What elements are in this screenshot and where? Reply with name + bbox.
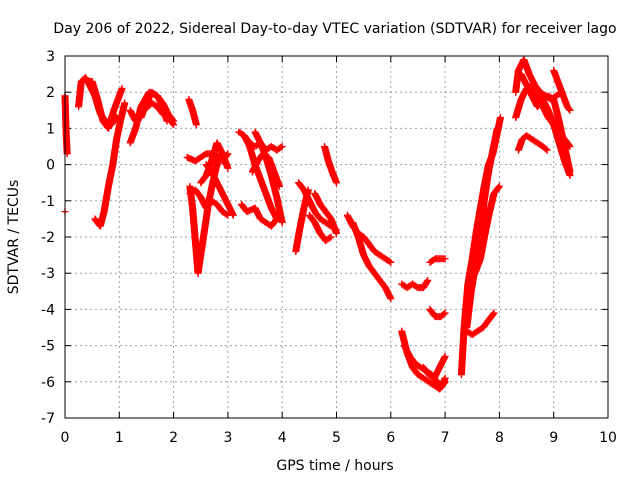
data-point — [493, 124, 501, 132]
plot-frame — [64, 55, 609, 419]
x-tick-label: 5 — [332, 430, 341, 446]
data-point — [326, 234, 334, 242]
chart-title: Day 206 of 2022, Sidereal Day-to-day VTE… — [53, 21, 616, 37]
y-tick-label: 1 — [46, 121, 55, 137]
series-sat-22 — [305, 211, 335, 245]
y-tick-label: -6 — [41, 375, 55, 391]
data-point — [385, 257, 393, 265]
series-sat-12 — [186, 186, 232, 219]
y-axis-label: SDTVAR / TECUs — [6, 180, 22, 295]
y-tick-label: 3 — [46, 49, 55, 65]
y-tick-label: 0 — [46, 158, 55, 174]
data-point — [566, 143, 574, 150]
series-sat-19 — [251, 128, 286, 227]
series-sat-35 — [466, 182, 503, 284]
data-point — [440, 310, 448, 318]
data-point — [278, 219, 286, 227]
series-sat-40 — [514, 132, 551, 154]
data-point — [277, 143, 285, 151]
series-sat-01 — [61, 92, 71, 158]
x-tick-label: 3 — [223, 430, 232, 446]
data-point — [496, 114, 504, 122]
data-point — [192, 121, 200, 129]
data-point — [543, 146, 551, 154]
series-sat-27 — [398, 276, 432, 292]
data-point — [441, 374, 449, 382]
x-tick-label: 6 — [386, 430, 395, 446]
series-sat-14 — [202, 161, 237, 219]
data-point — [495, 183, 503, 191]
series-sat-13 — [197, 139, 232, 187]
data-point — [495, 182, 503, 190]
y-tick-label: -2 — [41, 230, 55, 246]
data-point — [490, 309, 498, 317]
series-sat-23 — [311, 190, 340, 237]
data-point — [542, 145, 550, 153]
series-sat-04 — [83, 77, 126, 132]
tick-labels: 0 1 2 3 4 5 6 7 8 9 10 -7 -6 -5 -4 -3 -2 -1 0 1 2 3 — [41, 49, 617, 446]
x-tick-label: 2 — [169, 430, 178, 446]
y-tick-label: -1 — [41, 194, 55, 210]
data-point — [489, 310, 497, 318]
data-point — [121, 99, 129, 107]
data-point — [223, 210, 231, 218]
series-sat-05 — [91, 99, 129, 230]
data-point — [327, 233, 335, 241]
series-sat-09 — [185, 95, 200, 129]
series-sat-41 — [528, 85, 574, 150]
x-tick-label: 8 — [495, 430, 504, 446]
data-point — [278, 143, 286, 150]
x-tick-label: 7 — [441, 430, 450, 446]
y-tick-label: -5 — [41, 339, 55, 355]
data-point — [441, 352, 449, 360]
data-point — [565, 105, 573, 113]
series-sat-32 — [426, 305, 449, 321]
data-point — [441, 255, 449, 263]
data-point — [224, 164, 232, 172]
series-sat-30 — [419, 352, 449, 382]
data-point — [387, 295, 395, 303]
series-sat-24 — [321, 143, 340, 187]
x-axis-label: GPS time / hours — [276, 458, 393, 474]
y-tick-label: 2 — [46, 85, 55, 101]
x-tick-label: 4 — [278, 430, 287, 446]
series-sat-26 — [349, 219, 395, 303]
x-tick-label: 10 — [599, 430, 617, 446]
data-point — [565, 142, 573, 150]
data-point — [163, 117, 171, 125]
data-marks — [61, 56, 574, 393]
data-point — [333, 229, 340, 237]
x-tick-label: 0 — [61, 430, 70, 446]
data-point — [566, 106, 574, 114]
data-point — [424, 276, 432, 284]
series-sat-17 — [240, 132, 281, 223]
data-point — [333, 179, 340, 187]
series-sat-31 — [426, 255, 449, 266]
series-sat-36 — [463, 309, 498, 339]
y-tick-label: -7 — [41, 411, 55, 427]
data-point — [169, 116, 177, 124]
x-tick-label: 9 — [549, 430, 558, 446]
y-tick-label: -3 — [41, 266, 55, 282]
grid — [65, 56, 608, 418]
y-tick-label: -4 — [41, 302, 55, 318]
series-sat-08 — [137, 88, 171, 125]
data-point — [170, 117, 178, 125]
series-sat-42 — [550, 66, 574, 114]
data-point — [387, 258, 395, 266]
x-tick-label: 1 — [115, 430, 124, 446]
series-sat-21 — [294, 179, 340, 234]
data-point — [441, 309, 449, 317]
data-point — [566, 168, 574, 176]
data-point — [229, 211, 237, 219]
data-point — [118, 85, 126, 93]
